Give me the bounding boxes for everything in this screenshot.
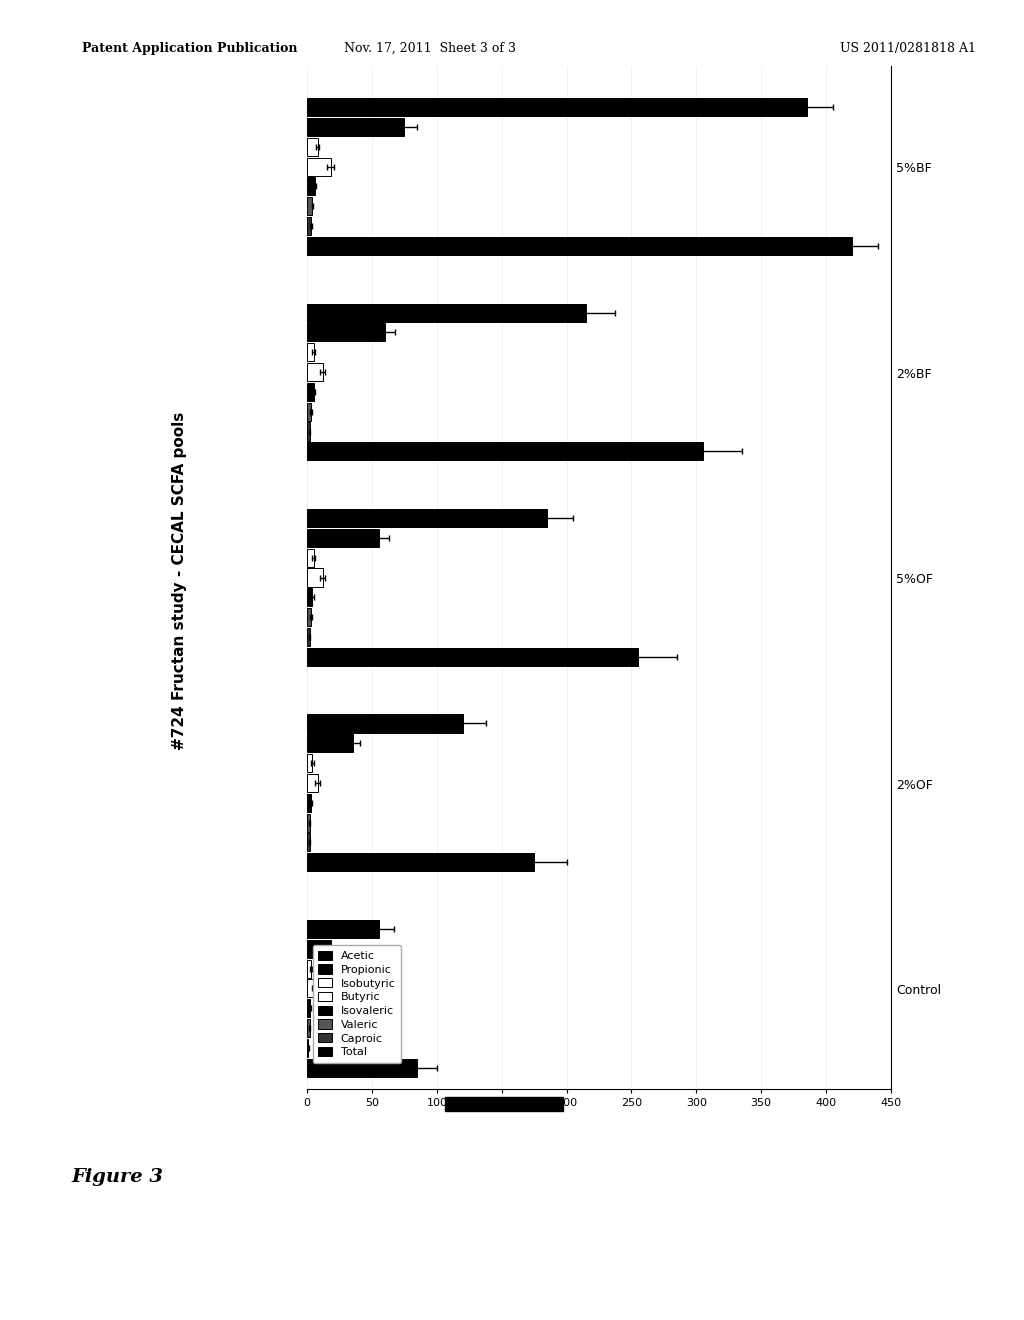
Bar [307,979,313,998]
Bar [307,98,807,116]
Bar [307,833,310,851]
Bar [307,363,323,381]
Bar [307,920,379,939]
Bar [307,1019,310,1038]
Bar [307,1039,308,1057]
Bar [307,304,586,322]
Bar [307,529,379,546]
Bar [307,628,310,645]
Bar [307,609,311,626]
Bar [307,177,315,195]
Bar [307,853,535,871]
Bar [307,940,331,958]
Bar [307,999,310,1018]
Bar [307,813,310,832]
Bar [307,734,352,752]
Bar [307,216,311,235]
Bar [307,648,638,665]
Bar [307,1059,418,1077]
Bar [307,422,310,441]
Bar [307,793,311,812]
Text: US 2011/0281818 A1: US 2011/0281818 A1 [840,42,976,55]
Text: Figure 3: Figure 3 [72,1168,164,1187]
Bar [307,117,404,136]
Bar [307,442,702,461]
Bar [307,569,323,586]
Bar [307,137,317,156]
Bar [307,197,312,215]
Bar [307,236,852,255]
Bar [307,774,317,792]
Text: #724 Fructan study - CECAL SCFA pools: #724 Fructan study - CECAL SCFA pools [172,412,186,750]
Bar [307,589,312,606]
Bar [307,323,385,342]
Bar [307,714,463,733]
Bar [307,960,311,978]
Text: Patent Application Publication: Patent Application Publication [82,42,297,55]
Bar [307,510,547,527]
Text: Nov. 17, 2011  Sheet 3 of 3: Nov. 17, 2011 Sheet 3 of 3 [344,42,516,55]
Bar [307,343,313,362]
Bar [307,549,313,566]
Bar [307,754,312,772]
Legend: Acetic, Propionic, Isobutyric, Butyric, Isovaleric, Valeric, Caproic, Total: Acetic, Propionic, Isobutyric, Butyric, … [312,945,400,1063]
Bar [307,403,311,421]
Bar [307,157,331,176]
Bar [307,383,313,401]
